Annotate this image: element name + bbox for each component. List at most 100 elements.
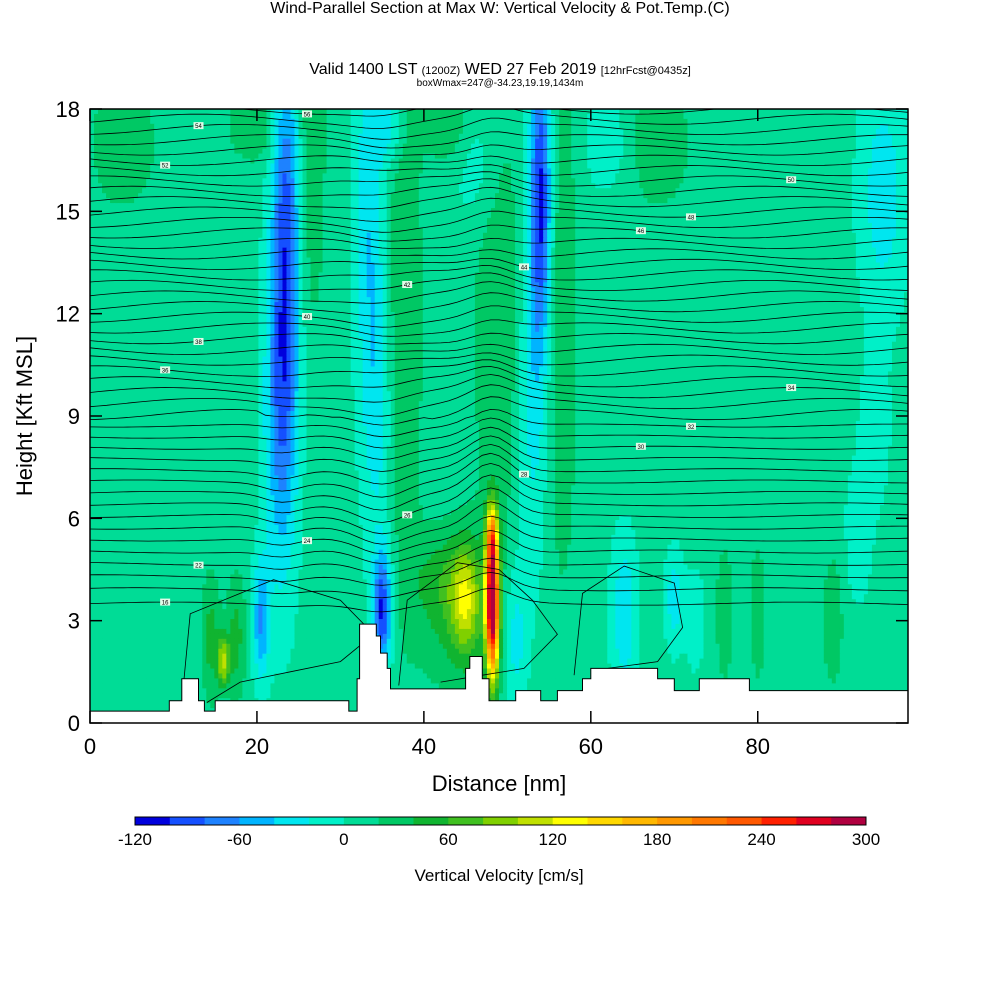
velocity-cell bbox=[415, 208, 420, 214]
velocity-cell bbox=[792, 109, 797, 115]
velocity-cell bbox=[174, 129, 179, 135]
velocity-cell bbox=[856, 163, 861, 169]
velocity-cell bbox=[447, 154, 452, 160]
velocity-cell bbox=[423, 218, 428, 224]
velocity-cell bbox=[828, 213, 833, 219]
velocity-cell bbox=[435, 124, 440, 130]
velocity-cell bbox=[427, 124, 432, 130]
velocity-cell bbox=[182, 159, 187, 165]
velocity-cell bbox=[455, 168, 460, 174]
velocity-cell bbox=[266, 178, 271, 184]
velocity-cell bbox=[266, 124, 271, 130]
velocity-cell bbox=[675, 188, 680, 194]
velocity-cell bbox=[748, 114, 753, 120]
velocity-cell bbox=[367, 114, 372, 120]
velocity-cell bbox=[182, 183, 187, 189]
velocity-cell bbox=[816, 109, 821, 115]
velocity-cell bbox=[720, 168, 725, 174]
velocity-cell bbox=[788, 139, 793, 145]
velocity-cell bbox=[210, 173, 215, 179]
velocity-cell bbox=[555, 114, 560, 120]
velocity-cell bbox=[868, 173, 873, 179]
velocity-cell bbox=[443, 188, 448, 194]
velocity-cell bbox=[507, 193, 512, 199]
velocity-cell bbox=[852, 178, 857, 184]
velocity-cell bbox=[303, 213, 308, 219]
velocity-cell bbox=[900, 119, 905, 125]
velocity-cell bbox=[218, 193, 223, 199]
velocity-cell bbox=[315, 149, 320, 155]
velocity-cell bbox=[704, 144, 709, 150]
velocity-cell bbox=[631, 124, 636, 130]
velocity-cell bbox=[303, 178, 308, 184]
velocity-cell bbox=[226, 198, 231, 204]
velocity-cell bbox=[106, 203, 111, 209]
velocity-cell bbox=[222, 218, 227, 224]
velocity-cell bbox=[471, 159, 476, 165]
velocity-cell bbox=[206, 218, 211, 224]
velocity-cell bbox=[98, 168, 103, 174]
velocity-cell bbox=[415, 139, 420, 145]
velocity-cell bbox=[459, 228, 464, 234]
velocity-cell bbox=[439, 198, 444, 204]
velocity-cell bbox=[796, 129, 801, 135]
velocity-cell bbox=[643, 168, 648, 174]
velocity-cell bbox=[491, 124, 496, 130]
velocity-cell bbox=[655, 159, 660, 165]
velocity-cell bbox=[270, 163, 275, 169]
velocity-cell bbox=[559, 198, 564, 204]
velocity-cell bbox=[246, 149, 251, 155]
velocity-cell bbox=[607, 208, 612, 214]
velocity-cell bbox=[138, 178, 143, 184]
velocity-cell bbox=[663, 213, 668, 219]
velocity-cell bbox=[812, 178, 817, 184]
velocity-cell bbox=[130, 114, 135, 120]
velocity-cell bbox=[539, 203, 544, 209]
velocity-cell bbox=[142, 203, 147, 209]
velocity-cell bbox=[278, 213, 283, 219]
velocity-cell bbox=[744, 193, 749, 199]
velocity-cell bbox=[547, 178, 552, 184]
velocity-cell bbox=[238, 119, 243, 125]
velocity-cell bbox=[250, 203, 255, 209]
velocity-cell bbox=[214, 183, 219, 189]
velocity-cell bbox=[603, 163, 608, 169]
velocity-cell bbox=[744, 168, 749, 174]
velocity-cell bbox=[712, 109, 717, 115]
velocity-cell bbox=[479, 173, 484, 179]
velocity-cell bbox=[407, 163, 412, 169]
velocity-cell bbox=[198, 163, 203, 169]
velocity-cell bbox=[667, 154, 672, 160]
velocity-cell bbox=[379, 168, 384, 174]
velocity-cell bbox=[623, 144, 628, 150]
velocity-cell bbox=[559, 119, 564, 125]
velocity-cell bbox=[327, 213, 332, 219]
velocity-cell bbox=[840, 208, 845, 214]
velocity-cell bbox=[363, 139, 368, 145]
velocity-cell bbox=[194, 134, 199, 140]
velocity-cell bbox=[760, 124, 765, 130]
velocity-cell bbox=[491, 139, 496, 145]
velocity-cell bbox=[447, 144, 452, 150]
velocity-cell bbox=[479, 139, 484, 145]
velocity-cell bbox=[507, 139, 512, 145]
velocity-cell bbox=[832, 114, 837, 120]
velocity-cell bbox=[407, 139, 412, 145]
velocity-cell bbox=[776, 208, 781, 214]
velocity-cell bbox=[443, 119, 448, 125]
velocity-cell bbox=[311, 124, 316, 130]
velocity-cell bbox=[796, 163, 801, 169]
velocity-cell bbox=[114, 228, 119, 234]
velocity-cell bbox=[311, 203, 316, 209]
velocity-cell bbox=[451, 188, 456, 194]
velocity-cell bbox=[836, 208, 841, 214]
velocity-cell bbox=[615, 168, 620, 174]
velocity-cell bbox=[732, 139, 737, 145]
velocity-cell bbox=[876, 129, 881, 135]
velocity-cell bbox=[254, 163, 259, 169]
velocity-cell bbox=[427, 228, 432, 234]
velocity-cell bbox=[126, 173, 131, 179]
velocity-cell bbox=[166, 119, 171, 125]
velocity-cell bbox=[254, 139, 259, 145]
velocity-cell bbox=[559, 163, 564, 169]
